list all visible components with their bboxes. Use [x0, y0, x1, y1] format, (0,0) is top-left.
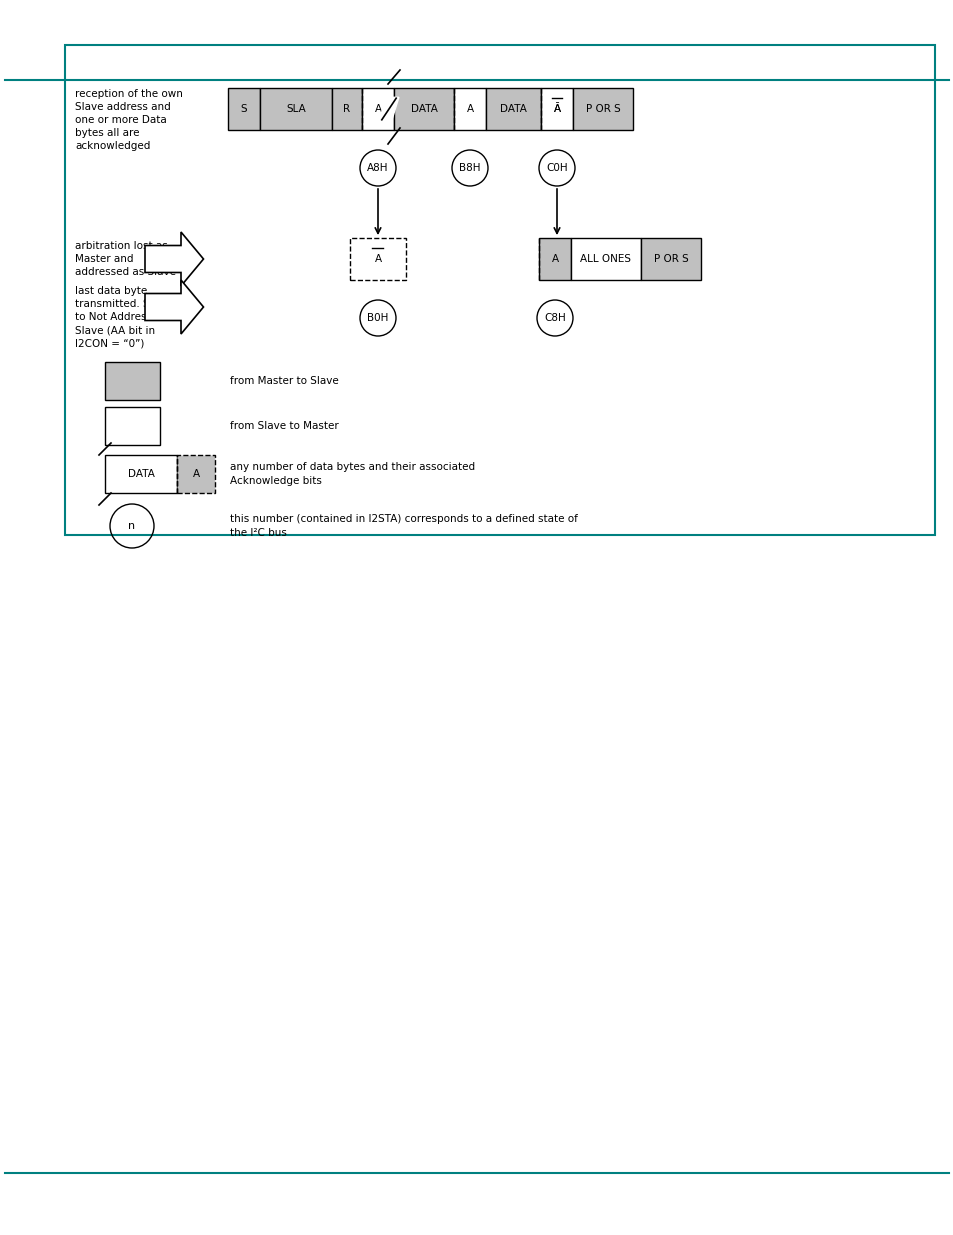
FancyBboxPatch shape	[540, 88, 573, 130]
FancyBboxPatch shape	[640, 238, 700, 280]
FancyBboxPatch shape	[485, 88, 540, 130]
Text: Ā: Ā	[553, 104, 560, 114]
FancyBboxPatch shape	[350, 238, 406, 280]
Text: DATA: DATA	[410, 104, 437, 114]
FancyBboxPatch shape	[332, 88, 361, 130]
Text: A: A	[466, 104, 473, 114]
Polygon shape	[145, 232, 203, 287]
Text: n: n	[129, 521, 135, 531]
FancyBboxPatch shape	[361, 88, 394, 130]
Text: A: A	[374, 254, 381, 264]
Text: A: A	[551, 254, 558, 264]
FancyBboxPatch shape	[105, 454, 177, 493]
Text: R: R	[343, 104, 350, 114]
Text: A: A	[193, 469, 199, 479]
Text: A: A	[553, 104, 560, 114]
FancyBboxPatch shape	[538, 238, 571, 280]
Text: arbitration lost as
Master and
addressed as Slave: arbitration lost as Master and addressed…	[75, 241, 175, 277]
Text: reception of the own
Slave address and
one or more Data
bytes all are
acknowledg: reception of the own Slave address and o…	[75, 89, 183, 152]
Text: B8H: B8H	[458, 163, 480, 173]
Text: A: A	[374, 104, 381, 114]
FancyBboxPatch shape	[454, 88, 485, 130]
FancyBboxPatch shape	[105, 408, 160, 445]
Text: A8H: A8H	[367, 163, 388, 173]
FancyBboxPatch shape	[573, 88, 633, 130]
Text: S: S	[240, 104, 247, 114]
Text: ALL ONES: ALL ONES	[579, 254, 631, 264]
FancyBboxPatch shape	[260, 88, 332, 130]
Polygon shape	[145, 280, 203, 333]
Text: any number of data bytes and their associated
Acknowledge bits: any number of data bytes and their assoc…	[230, 462, 475, 485]
FancyBboxPatch shape	[394, 88, 454, 130]
Text: DATA: DATA	[128, 469, 154, 479]
Text: C8H: C8H	[543, 312, 565, 324]
Text: this number (contained in I2STA) corresponds to a defined state of
the I²C bus: this number (contained in I2STA) corresp…	[230, 515, 578, 537]
FancyBboxPatch shape	[228, 88, 260, 130]
Text: DATA: DATA	[499, 104, 526, 114]
Text: from Master to Slave: from Master to Slave	[230, 375, 338, 387]
Text: from Slave to Master: from Slave to Master	[230, 421, 338, 431]
Text: P OR S: P OR S	[653, 254, 688, 264]
Text: B0H: B0H	[367, 312, 388, 324]
Text: SLA: SLA	[286, 104, 306, 114]
FancyBboxPatch shape	[571, 238, 640, 280]
FancyBboxPatch shape	[105, 362, 160, 400]
FancyBboxPatch shape	[177, 454, 214, 493]
Text: C0H: C0H	[546, 163, 567, 173]
Text: P OR S: P OR S	[585, 104, 619, 114]
Text: last data byte
transmitted. Switched
to Not Addressed
Slave (AA bit in
I2CON = “: last data byte transmitted. Switched to …	[75, 285, 191, 348]
Polygon shape	[378, 98, 398, 121]
